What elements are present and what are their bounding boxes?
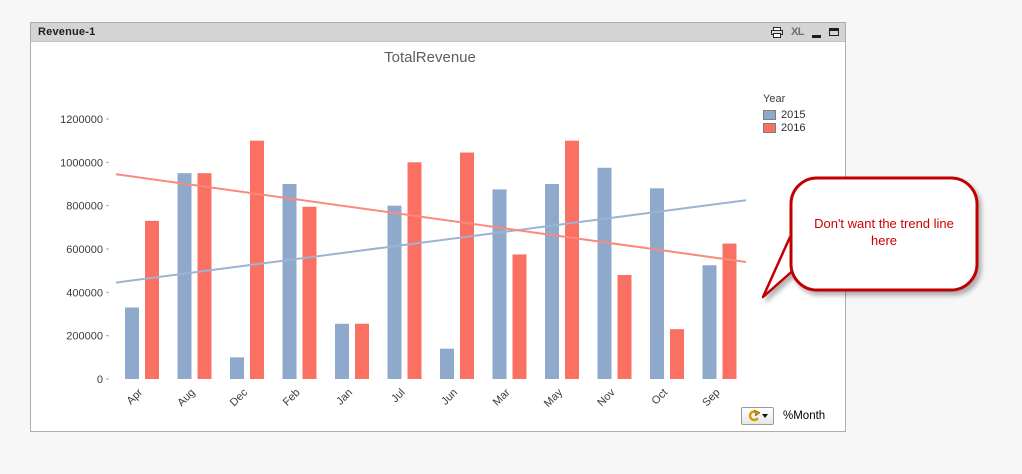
bar-2016-Feb[interactable] — [302, 206, 317, 379]
legend-item-2015[interactable]: 2015 — [763, 108, 805, 121]
bar-2016-Dec[interactable] — [250, 140, 264, 379]
export-excel-icon[interactable]: XL — [790, 25, 805, 38]
bar-chart-plot: 0 200000 400000 600000 800000 1000000 1200000 A… — [60, 114, 747, 410]
legend-item-2016[interactable]: 2016 — [763, 121, 805, 134]
legend-swatch — [763, 122, 776, 133]
bar-2016-Jul[interactable] — [407, 162, 422, 379]
x-axis-category-label: Oct — [650, 387, 671, 408]
print-icon[interactable] — [770, 26, 783, 38]
bar-2016-May[interactable] — [565, 140, 579, 379]
y-axis-tick-label: 0 — [97, 374, 103, 386]
callout-bubble — [789, 176, 979, 292]
window-title: Revenue-1 — [38, 26, 96, 38]
x-axis-category-label: Sep — [700, 387, 722, 409]
bar-2016-Aug[interactable] — [197, 173, 212, 379]
y-axis-tick-label: 200000 — [66, 331, 103, 343]
bar-2016-Nov[interactable] — [617, 275, 632, 379]
y-axis-tick-label: 400000 — [66, 287, 103, 299]
trendline-2016[interactable] — [115, 173, 747, 263]
legend: Year 2015 2016 — [763, 93, 805, 134]
bar-2015-Nov[interactable] — [597, 167, 612, 379]
legend-swatch — [763, 109, 776, 120]
bar-2015-Jun[interactable] — [440, 348, 454, 379]
x-axis-dimension-label: %Month — [783, 410, 826, 422]
legend-title: Year — [763, 93, 786, 105]
bar-2015-Oct[interactable] — [650, 188, 664, 379]
callout-text: Don't want the trend line here — [814, 216, 954, 248]
x-axis-category-label: Jul — [389, 387, 407, 405]
bar-2015-Sep[interactable] — [702, 265, 717, 379]
x-axis-category-label: Apr — [125, 386, 146, 407]
bar-2016-Apr[interactable] — [145, 220, 159, 379]
bar-2016-Jun[interactable] — [460, 152, 474, 379]
bar-2015-Dec[interactable] — [230, 357, 244, 379]
x-axis-category-label: Jan — [334, 387, 355, 408]
bar-2015-Apr[interactable] — [125, 307, 139, 380]
x-axis-category-label: May — [542, 386, 566, 410]
x-axis-category-label: Aug — [175, 387, 197, 409]
bar-2015-Feb[interactable] — [282, 184, 297, 379]
y-axis-tick-label: 800000 — [66, 201, 103, 213]
y-axis-tick-label: 1200000 — [60, 114, 103, 126]
bar-2015-Jan[interactable] — [335, 323, 349, 379]
x-axis-category-label: Nov — [595, 386, 618, 409]
legend-items: 2015 2016 — [763, 108, 805, 134]
trendline-2015[interactable] — [115, 199, 747, 284]
x-axis-category-label: Feb — [281, 387, 303, 409]
bar-2016-Jan[interactable] — [355, 323, 369, 379]
x-axis-category-label: Dec — [228, 386, 251, 409]
legend-label: 2015 — [781, 108, 806, 121]
window-titlebar[interactable]: Revenue-1 XL — [31, 23, 845, 42]
chart-window: Revenue-1 XL TotalRevenue Year 2015 2016 … — [30, 22, 846, 432]
x-axis-category-label: Mar — [491, 386, 513, 408]
bar-2015-Jul[interactable] — [387, 205, 402, 379]
bar-2015-May[interactable] — [545, 184, 559, 379]
bar-2015-Mar[interactable] — [492, 189, 507, 379]
y-axis-tick-label: 1000000 — [60, 157, 103, 169]
fast-type-change-button[interactable] — [741, 407, 774, 425]
minimize-icon[interactable] — [812, 34, 821, 38]
restore-icon[interactable] — [829, 28, 839, 36]
bar-2016-Sep[interactable] — [722, 243, 737, 379]
bar-2015-Aug[interactable] — [177, 173, 192, 379]
cycle-chart-type-icon — [748, 410, 760, 422]
bar-2016-Mar[interactable] — [512, 254, 527, 379]
legend-label: 2016 — [781, 121, 806, 134]
x-axis-category-label: Jun — [439, 387, 460, 408]
bar-2016-Oct[interactable] — [670, 329, 684, 379]
chevron-down-icon — [762, 414, 768, 418]
annotation-callout — [761, 176, 979, 299]
y-axis-tick-label: 600000 — [66, 244, 103, 256]
titlebar-icons: XL — [770, 23, 845, 41]
chart-title: TotalRevenue — [384, 49, 476, 66]
